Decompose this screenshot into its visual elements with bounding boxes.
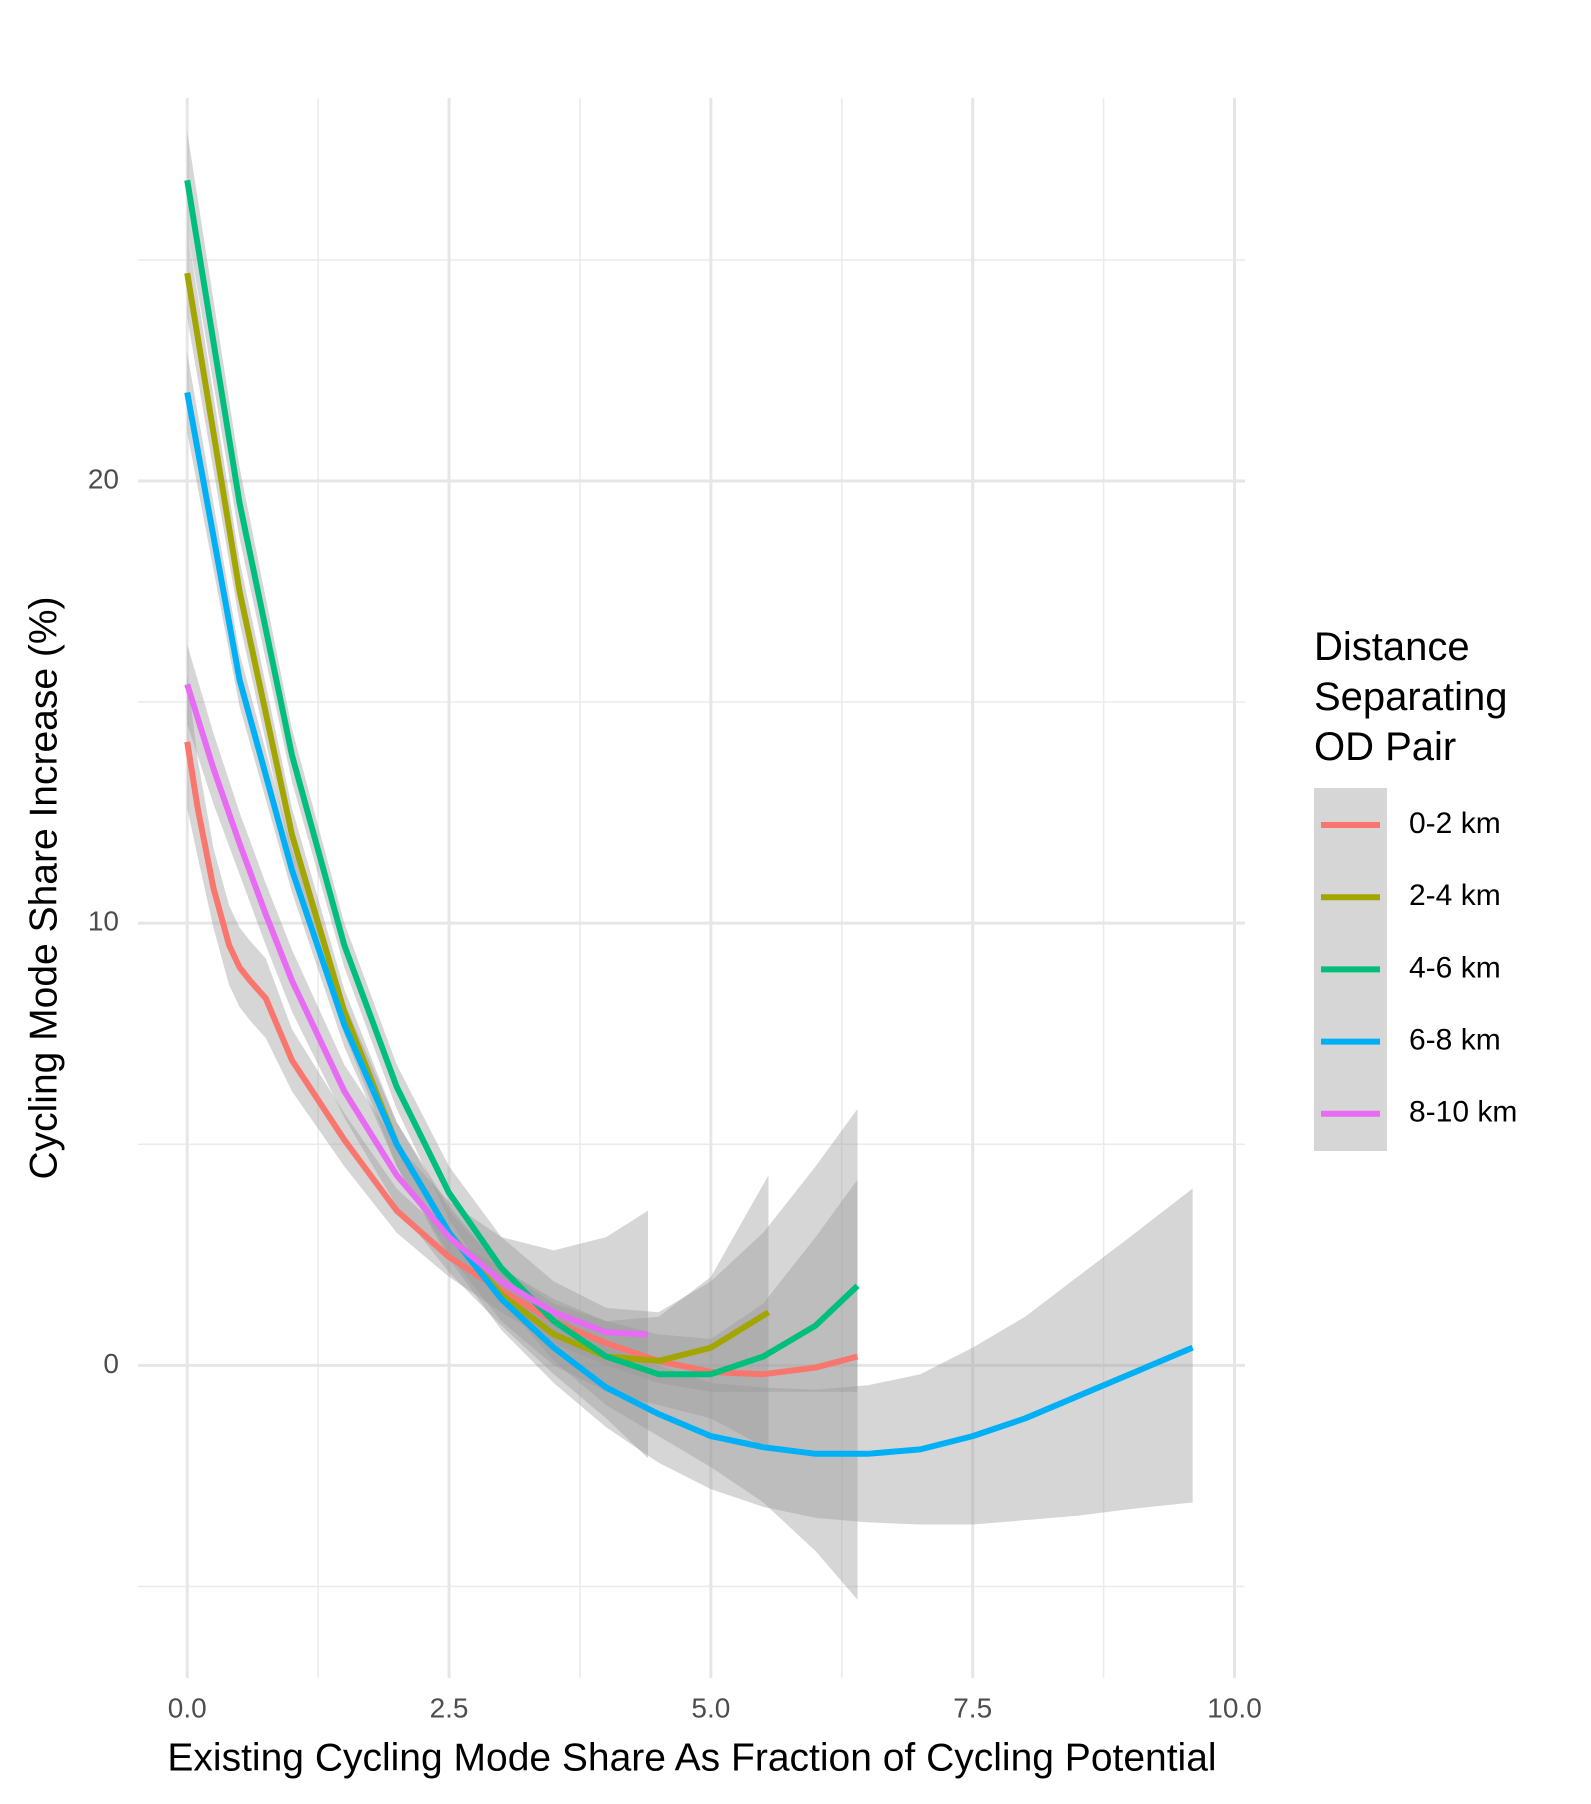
legend-label: 2-4 km (1409, 879, 1501, 912)
confidence-band (187, 228, 769, 1450)
x-tick-label: 10.0 (1207, 1692, 1262, 1723)
y-tick-label: 0 (103, 1348, 119, 1379)
confidence-band (187, 352, 1193, 1525)
x-tick-label: 7.5 (953, 1692, 992, 1723)
legend-label: 0-2 km (1409, 807, 1501, 840)
series-line (184, 179, 860, 1378)
legend-title: Distance Separating OD Pair (1314, 625, 1508, 769)
series-line (184, 683, 649, 1338)
y-tick-label: 20 (88, 463, 119, 494)
legend-label: 8-10 km (1409, 1096, 1517, 1129)
confidence-band (187, 644, 649, 1459)
x-tick-label: 2.5 (430, 1692, 469, 1723)
legend-label: 6-8 km (1409, 1024, 1501, 1057)
y-tick-label: 10 (88, 906, 119, 937)
x-axis-title: Existing Cycling Mode Share As Fraction … (167, 1736, 1216, 1779)
series-line (184, 391, 1194, 1457)
x-tick-label: 5.0 (691, 1692, 730, 1723)
legend-label: 4-6 km (1409, 951, 1501, 984)
y-axis-title: Cycling Mode Share Increase (%) (22, 596, 65, 1179)
x-tick-label: 0.0 (168, 1692, 207, 1723)
confidence-band (187, 675, 858, 1392)
